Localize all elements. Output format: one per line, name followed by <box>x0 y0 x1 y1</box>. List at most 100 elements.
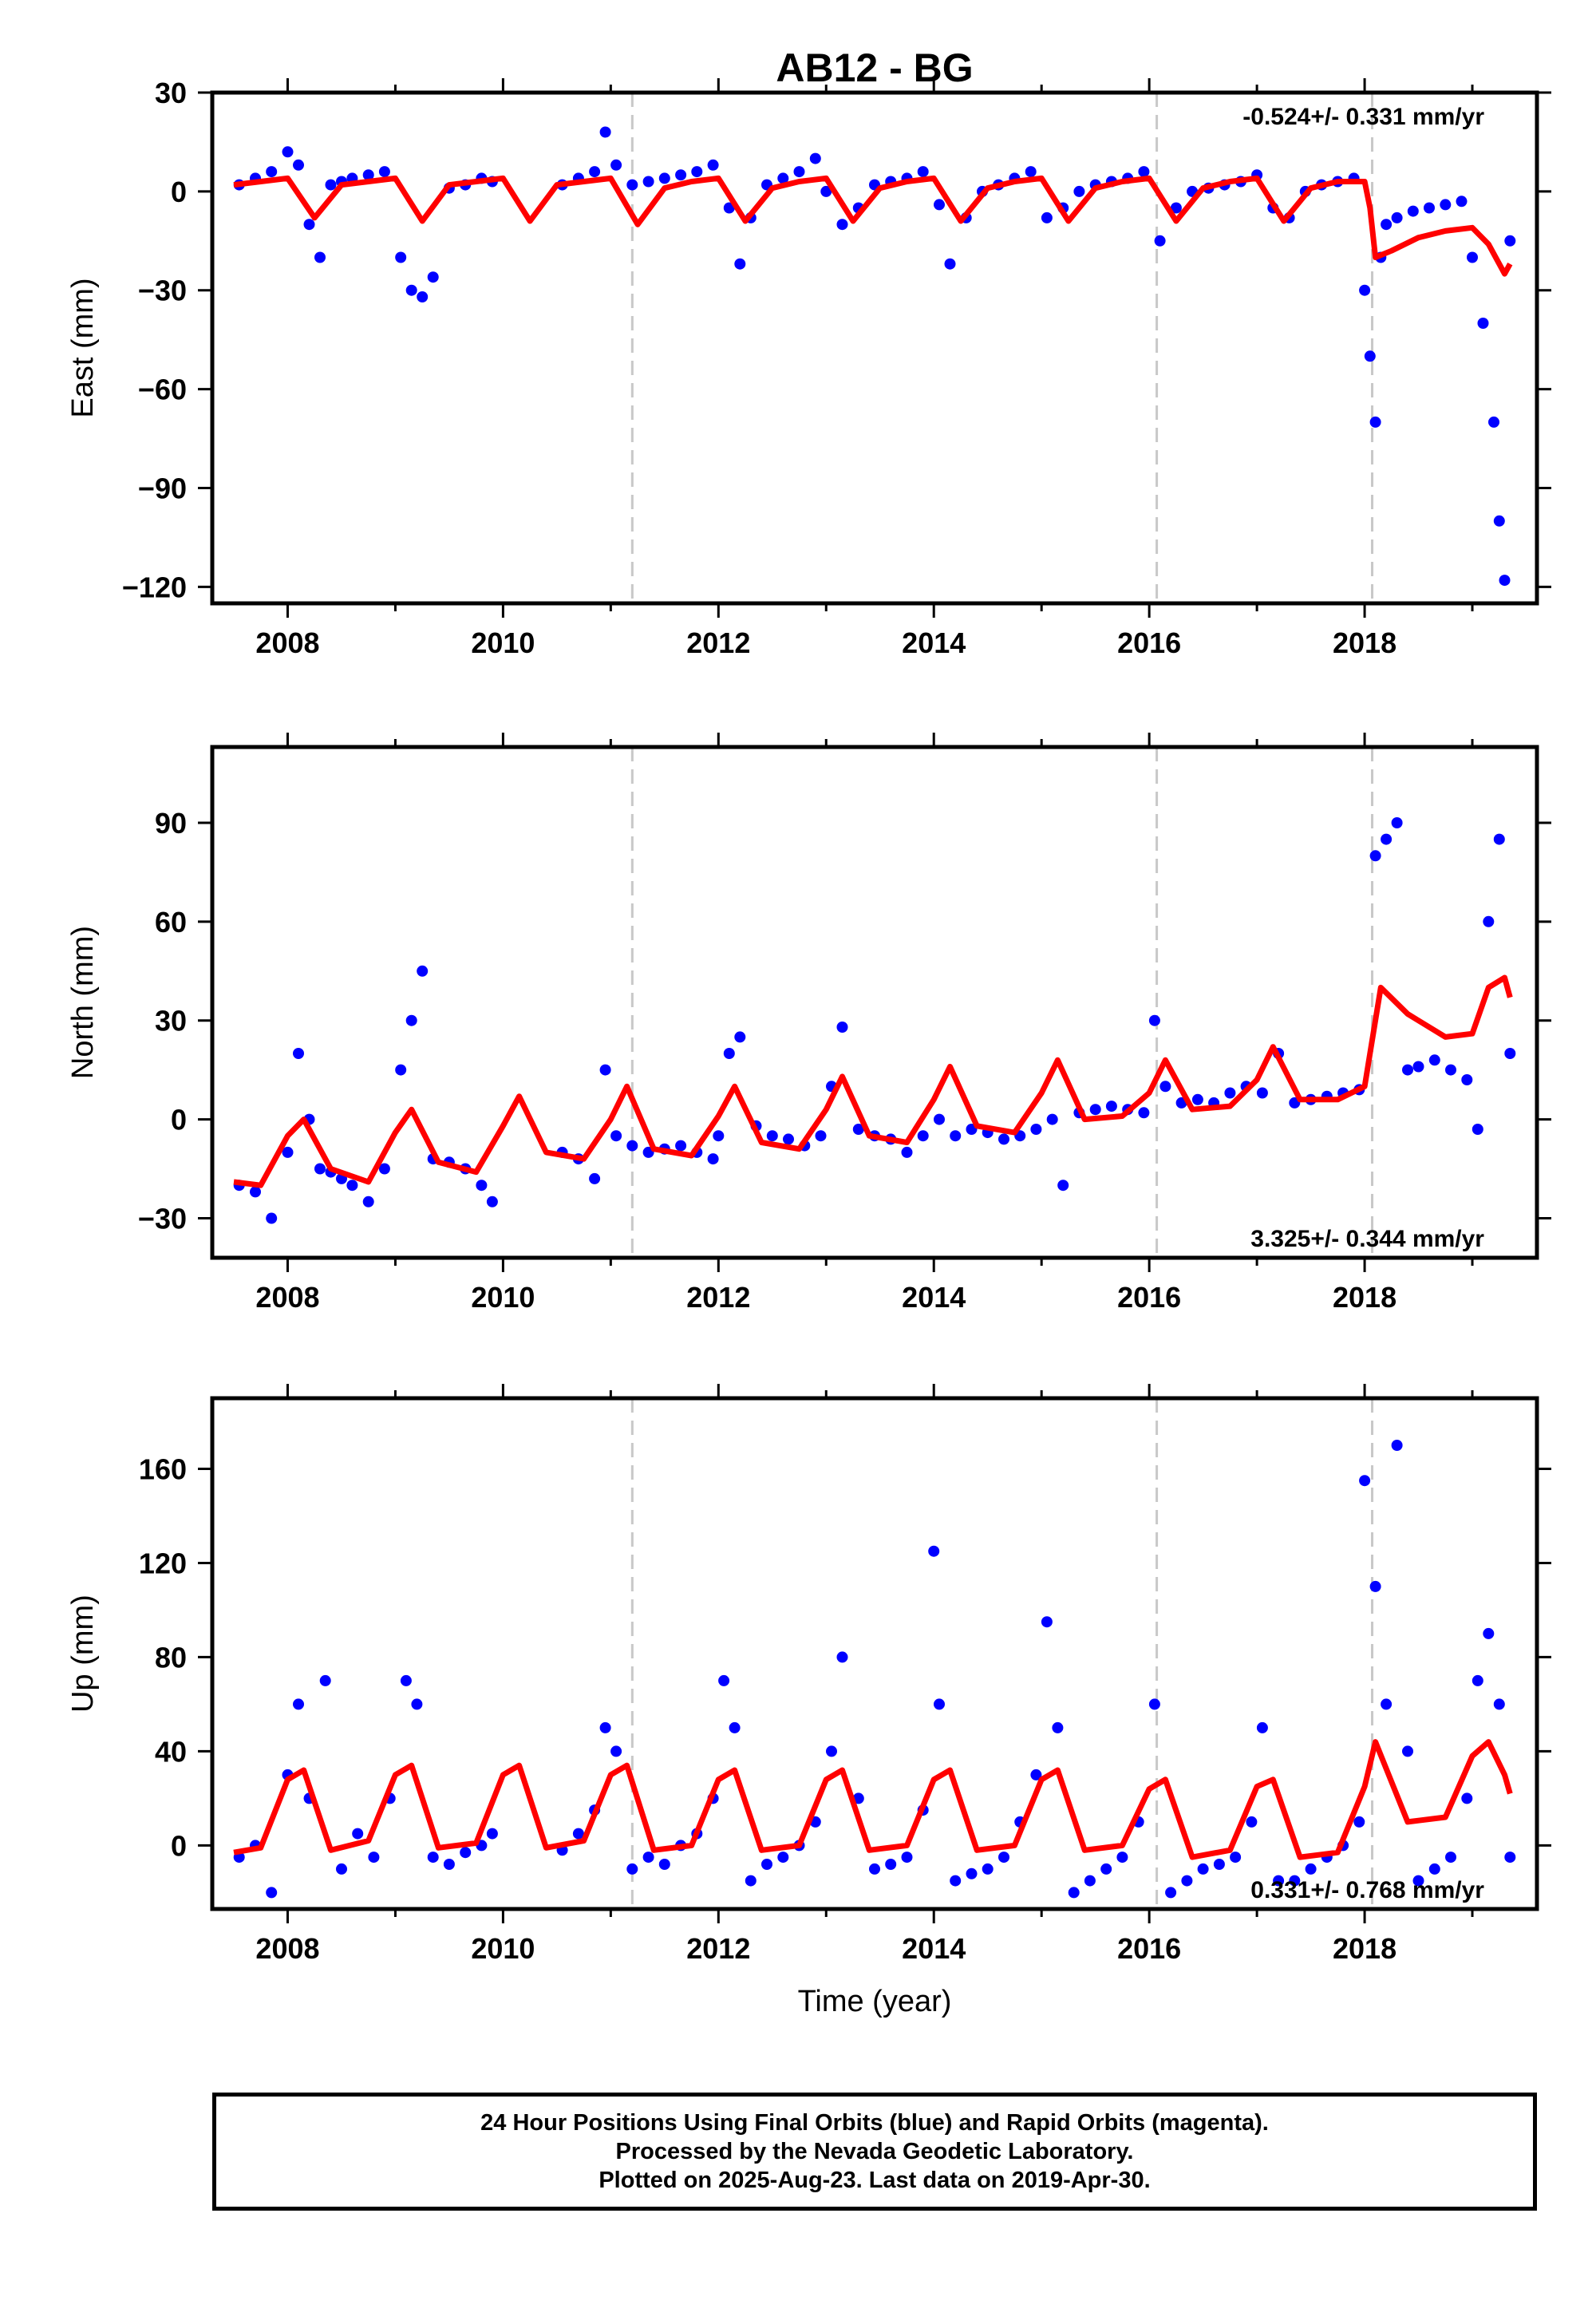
data-point <box>476 1180 488 1192</box>
data-point <box>1461 1074 1473 1085</box>
data-point <box>1504 1048 1516 1059</box>
x-tick-label: 2010 <box>471 1281 535 1314</box>
data-point <box>1025 166 1037 178</box>
data-point <box>1369 850 1381 862</box>
data-point <box>950 1130 962 1142</box>
data-point <box>793 166 805 178</box>
data-point <box>1084 1875 1096 1887</box>
data-point <box>1504 235 1516 247</box>
data-point <box>1381 1698 1393 1710</box>
data-point <box>1369 416 1381 428</box>
data-point <box>1412 1061 1424 1073</box>
data-point <box>1148 1698 1160 1710</box>
data-point <box>658 172 670 184</box>
data-point <box>314 251 326 263</box>
y-tick-label: 0 <box>171 176 187 208</box>
data-point <box>395 1064 407 1076</box>
data-point <box>950 1875 962 1887</box>
data-point <box>729 1721 741 1733</box>
data-point <box>1057 1180 1069 1192</box>
data-point <box>250 1186 261 1198</box>
data-point <box>325 179 337 191</box>
data-point <box>1030 1124 1042 1135</box>
data-point <box>572 1828 584 1840</box>
data-point <box>1230 1852 1242 1863</box>
data-point <box>589 1172 601 1184</box>
x-tick-label: 2008 <box>255 1932 319 1965</box>
data-point <box>928 1545 940 1557</box>
x-axis-label: Time (year) <box>798 1985 952 2018</box>
data-point <box>610 1130 622 1142</box>
data-point <box>852 1124 864 1135</box>
data-point <box>405 284 417 296</box>
data-point <box>314 1163 326 1175</box>
data-point <box>1353 1816 1365 1828</box>
data-point <box>1073 185 1085 197</box>
chart-title: AB12 - BG <box>776 45 973 90</box>
data-point <box>1041 211 1053 223</box>
data-point <box>282 146 294 158</box>
data-point <box>1424 202 1435 214</box>
data-point <box>885 1859 897 1870</box>
data-point <box>626 1863 638 1875</box>
panel-north: 2008 2010 2012 2014 2016 2018 90 60 30 0 −30 North … <box>66 733 1551 1314</box>
data-point <box>319 1674 331 1686</box>
data-point <box>1041 1616 1053 1628</box>
data-point <box>1046 1113 1058 1125</box>
y-tick-label: 60 <box>155 906 187 939</box>
data-point <box>486 1196 498 1207</box>
data-point <box>417 965 429 977</box>
data-point <box>626 1140 638 1152</box>
data-point <box>417 291 429 302</box>
footer-line-processed: Processed by the Nevada Geodetic Laborat… <box>615 2139 1134 2164</box>
data-point <box>599 1064 611 1076</box>
x-tick-label: 2010 <box>471 1932 535 1965</box>
data-point <box>783 1133 794 1145</box>
data-point <box>1440 199 1452 211</box>
data-point <box>734 1031 746 1043</box>
data-point <box>1402 1745 1413 1757</box>
data-point <box>1213 1859 1225 1870</box>
data-point <box>1412 1875 1424 1887</box>
data-point <box>368 1852 380 1863</box>
data-point <box>745 1875 757 1887</box>
data-point <box>642 176 654 188</box>
footer-line-plotted: Plotted on 2025-Aug-23. Last data on 201… <box>598 2168 1151 2193</box>
data-point <box>1369 1580 1381 1592</box>
data-point <box>836 1651 848 1663</box>
model-fit-line <box>233 175 1513 277</box>
data-point <box>707 1153 719 1165</box>
data-point <box>1391 1440 1403 1451</box>
y-tick-label: −120 <box>122 571 187 603</box>
data-point <box>346 1180 358 1192</box>
data-point <box>282 1146 294 1158</box>
data-point <box>1165 1887 1177 1899</box>
data-point <box>1456 196 1468 207</box>
y-tick-label: 40 <box>155 1735 187 1768</box>
data-point <box>1461 1792 1473 1804</box>
y-axis-label: North (mm) <box>66 926 100 1079</box>
y-tick-label: 0 <box>171 1829 187 1862</box>
data-point <box>589 166 601 178</box>
data-point <box>718 1674 730 1686</box>
velocity-rate-label: 0.331+/- 0.768 mm/yr <box>1250 1877 1484 1903</box>
data-point <box>1359 284 1371 296</box>
data-point <box>1159 1081 1171 1093</box>
data-point <box>1391 211 1403 223</box>
data-point <box>1068 1887 1080 1899</box>
data-point <box>966 1867 978 1879</box>
y-tick-label: 0 <box>171 1104 187 1136</box>
data-point <box>1445 1852 1456 1863</box>
data-point <box>820 185 832 197</box>
panel-east: 2008 2010 2012 2014 2016 2018 30 0 −30 −60 −90 −120… <box>66 45 1551 659</box>
data-point <box>1100 1863 1112 1875</box>
data-point <box>293 1048 304 1059</box>
data-point <box>934 199 945 211</box>
velocity-rate-label: -0.524+/- 0.331 mm/yr <box>1242 104 1484 130</box>
data-point <box>1089 1104 1101 1116</box>
panel-up: 2008 2010 2012 2014 2016 2018 160 120 80 40 0 Up (m… <box>66 1384 1551 2018</box>
data-point <box>486 1828 498 1840</box>
data-point <box>400 1674 412 1686</box>
plot-frame <box>210 90 1539 606</box>
data-point <box>998 1133 1009 1145</box>
